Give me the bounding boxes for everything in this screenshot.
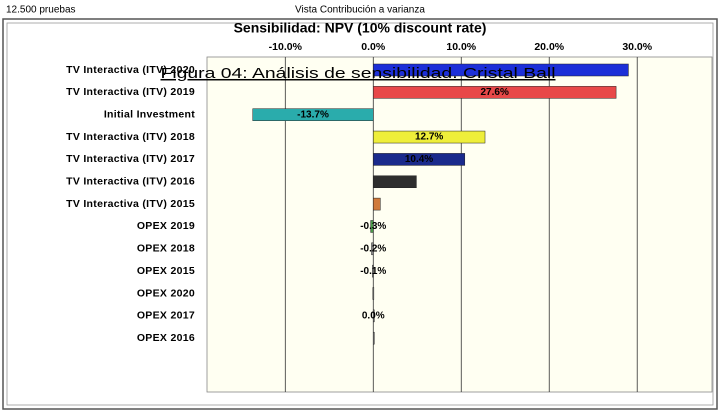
value-label: -0.2% (360, 243, 386, 254)
category-label: TV Interactiva (ITV) 2017 (66, 153, 195, 165)
plot: -10.0% 0.0% 10.0% 20.0% 30.0% TV Interactiva … (66, 41, 713, 393)
frame (2, 18, 718, 410)
x-tick-label: 30.0% (622, 41, 652, 53)
bar (373, 63, 629, 77)
bar (372, 287, 375, 300)
bar (370, 220, 374, 233)
category-label: OPEX 2019 (137, 220, 195, 232)
bar (373, 309, 375, 323)
trials-label: 12.500 pruebas (6, 5, 76, 16)
category-label: OPEX 2018 (137, 243, 195, 255)
value-label: 10.4% (405, 154, 433, 165)
bar (252, 108, 374, 121)
value-label: 27.6% (481, 87, 509, 98)
bar (373, 175, 417, 188)
category-label: TV Interactiva (ITV) 2015 (66, 198, 195, 210)
category-label: OPEX 2015 (137, 265, 195, 277)
bar (373, 331, 375, 345)
x-tick-label: 10.0% (446, 41, 476, 53)
value-label: -0.3% (360, 221, 386, 232)
category-label: TV Interactiva (ITV) 2016 (66, 176, 195, 188)
bar (373, 153, 466, 166)
category-label: OPEX 2017 (137, 310, 195, 322)
category-label: TV Interactiva (ITV) 2020 (66, 64, 195, 76)
chart-title: Sensibilidad: NPV (10% discount rate) (234, 20, 487, 36)
bar (371, 242, 374, 256)
bar (373, 86, 617, 99)
category-label: TV Interactiva (ITV) 2019 (66, 86, 195, 98)
plot-area (206, 56, 713, 393)
value-label: 0.0% (362, 310, 385, 321)
category-label: OPEX 2020 (137, 287, 195, 299)
view-label: Vista Contribución a varianza (295, 5, 425, 16)
category-label: Initial Investment (104, 108, 195, 120)
value-label: -0.1% (360, 266, 386, 277)
x-tick-label: 0.0% (361, 41, 386, 53)
x-tick-label: 20.0% (534, 41, 564, 53)
bar (373, 197, 381, 211)
bar (373, 130, 486, 144)
x-tick-label: -10.0% (269, 41, 303, 53)
category-label: TV Interactiva (ITV) 2018 (66, 131, 195, 143)
category-label: OPEX 2016 (137, 332, 195, 344)
value-label: -13.7% (297, 109, 329, 120)
bar (372, 264, 374, 278)
value-label: 12.7% (415, 132, 443, 143)
inner-frame (6, 22, 714, 406)
caption: Figura 04: Análisis de sensibilidad. Cri… (161, 65, 556, 82)
